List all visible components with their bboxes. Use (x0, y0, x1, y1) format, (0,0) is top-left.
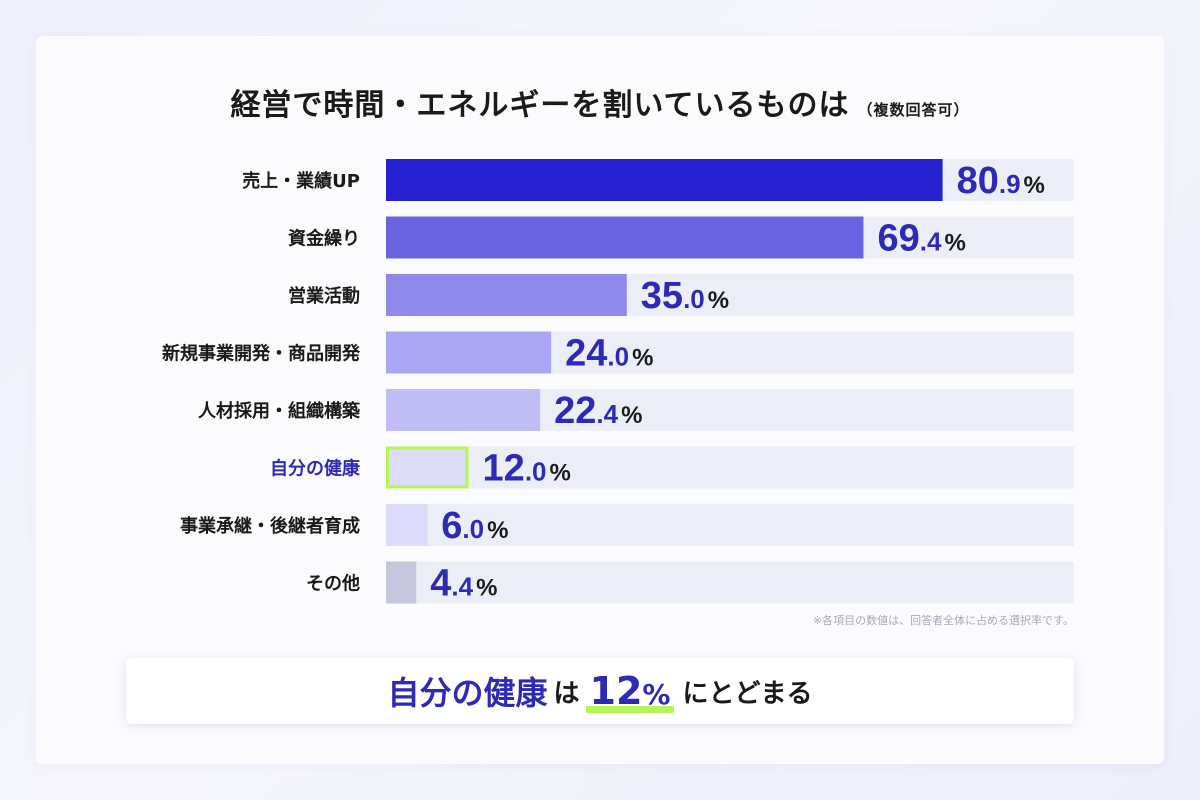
banner-value: 12% (585, 669, 675, 713)
bar (386, 446, 469, 489)
value-label: 22.4% (554, 390, 642, 432)
footnote: ※各項目の数値は、回答者全体に占める選択率です。 (812, 614, 1074, 627)
category-label: 新規事業開発・商品開発 (162, 343, 361, 365)
category-label: その他 (306, 573, 360, 595)
bar (386, 159, 943, 201)
value-label: 80.9% (957, 160, 1045, 202)
category-label: 売上・業績UP (242, 170, 360, 192)
value-label: 24.0% (565, 333, 653, 375)
banner-value-percent: % (642, 678, 671, 711)
summary-banner: 自分の健康 は 12% にとどまる (126, 658, 1074, 724)
value-label: 12.0% (483, 448, 571, 490)
title-subtitle: （複数回答可） (857, 101, 970, 119)
banner-tail: にとどまる (682, 678, 813, 709)
bar (386, 274, 627, 316)
value-label: 6.0% (441, 505, 508, 547)
bar (386, 389, 541, 431)
value-label: 4.4% (430, 563, 497, 605)
category-label: 資金繰り (288, 228, 360, 250)
bar-track (386, 561, 1074, 604)
category-label: 営業活動 (288, 285, 360, 307)
value-label: 35.0% (641, 275, 729, 317)
bar (386, 504, 428, 546)
banner-value-number: 12 (589, 669, 643, 713)
title-main: 経営で時間・エネルギーを割いているものは (230, 88, 850, 123)
bar-track (386, 446, 1074, 489)
category-label: 事業承継・後継者育成 (180, 515, 360, 537)
banner-particle: は (553, 678, 580, 709)
value-label: 69.4% (877, 218, 965, 260)
banner-subject: 自分の健康 (387, 674, 548, 712)
bar (386, 216, 864, 259)
bar (386, 331, 552, 374)
bar (386, 561, 417, 604)
chart-title: 経営で時間・エネルギーを割いているものは （複数回答可） (0, 80, 1200, 124)
category-label: 人材採用・組織構築 (198, 400, 361, 422)
category-label: 自分の健康 (270, 458, 361, 480)
bar-track (386, 504, 1074, 546)
